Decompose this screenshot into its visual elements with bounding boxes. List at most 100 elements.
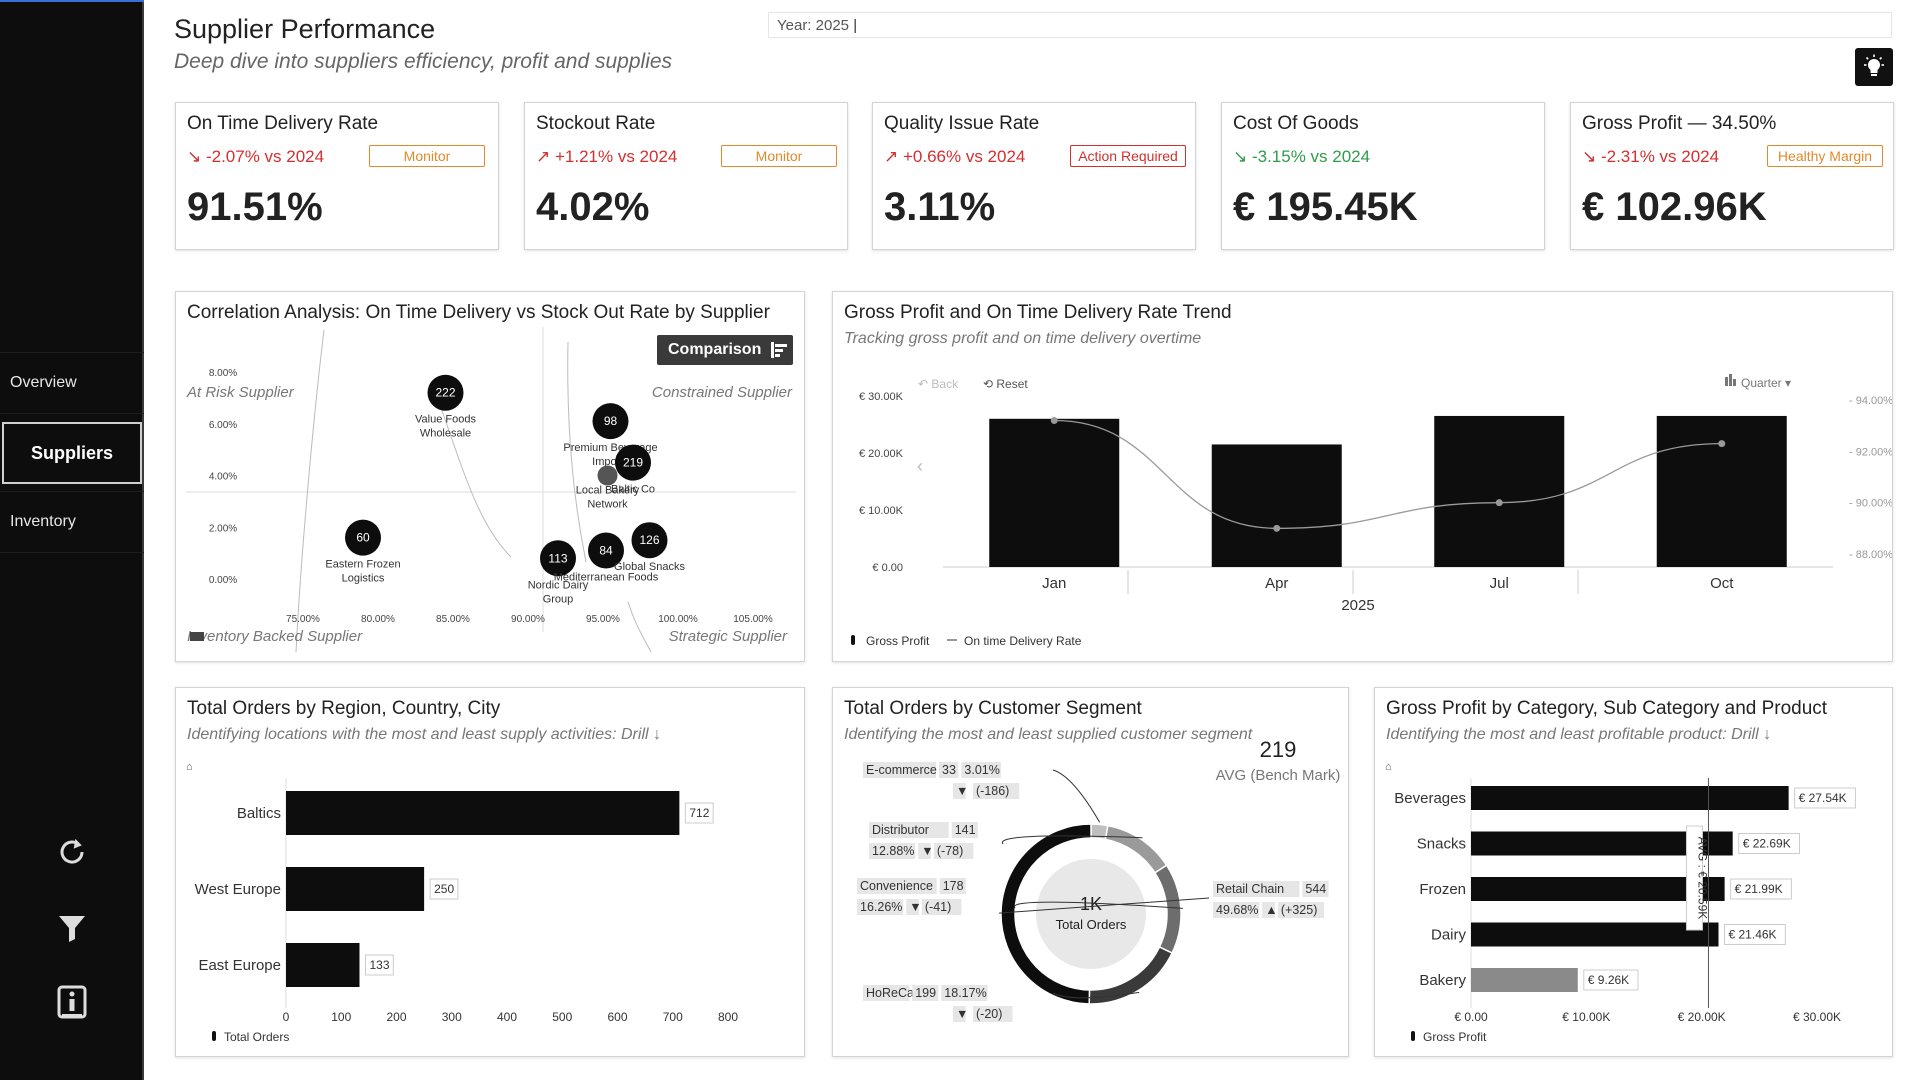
region-legend: Total Orders (212, 1030, 289, 1044)
scatter-point-label: Network (587, 499, 628, 511)
delivery-rate-point[interactable] (1718, 440, 1726, 448)
legend-marker-gross-profit (851, 635, 855, 645)
scatter-point-count: 219 (623, 456, 643, 470)
bar[interactable] (1471, 877, 1725, 901)
scroll-left-chevron[interactable]: ‹ (917, 456, 923, 476)
lightbulb-button[interactable] (1855, 48, 1893, 86)
x-tick-label: 700 (663, 1010, 683, 1024)
kpi-title: On Time Delivery Rate (187, 113, 379, 134)
orders-region-bar-chart[interactable]: ⌂ Baltics 712 West Europe 250 East Europe 133… (176, 688, 804, 1056)
donut-slice[interactable] (1153, 864, 1182, 955)
kpi-value: 3.11% (884, 185, 996, 229)
segment-donut-chart[interactable]: 219 AVG (Bench Mark) 1K Total Orders E-c… (833, 688, 1348, 1056)
scatter-point[interactable] (592, 403, 629, 440)
scatter-point-label: Logistics (342, 573, 385, 585)
kpi-title: Gross Profit — 34.50% (1582, 113, 1777, 134)
scatter-point-count: 126 (639, 533, 659, 547)
segment-arrow-box (906, 899, 919, 915)
category-bar-chart[interactable]: ⌂ Beverages € 27.54K Snacks € 22.69K Frozen €… (1375, 688, 1892, 1056)
comparison-button[interactable]: Comparison (657, 335, 793, 365)
scatter-point-label: Wholesale (420, 428, 471, 440)
back-button[interactable]: ↶ Back (918, 377, 959, 391)
trend-y2-ticks: - 88.00% - 90.00% - 92.00% - 94.00% (1849, 395, 1892, 561)
bar[interactable] (1471, 786, 1789, 810)
x-tick-label: 400 (497, 1010, 517, 1024)
x-tick-label: 100 (331, 1010, 351, 1024)
kpi-title: Stockout Rate (536, 113, 656, 134)
bar[interactable] (286, 943, 360, 987)
scatter-point[interactable] (345, 519, 381, 556)
segment-share: 18.17% (944, 986, 986, 1000)
x-tick-label: 85.00% (436, 614, 470, 625)
donut-slice[interactable] (1000, 823, 1092, 1005)
gross-profit-bar[interactable] (989, 418, 1120, 567)
year-slicer[interactable]: Year: 2025 | (768, 12, 1892, 38)
kpi-status-badge: Healthy Margin (1767, 145, 1883, 167)
home-icon[interactable]: ⌂ (186, 761, 193, 773)
kpi-card-gross-profit: Gross Profit — 34.50% ↘ -2.31% vs 2024 H… (1570, 102, 1894, 250)
scatter-point[interactable] (588, 532, 624, 569)
page-title: Supplier Performance (174, 14, 436, 44)
scatter-point[interactable] (631, 522, 668, 559)
quadrant-label-at-risk: At Risk Supplier (186, 384, 295, 401)
trend-legend: Gross Profit On time Delivery Rate (851, 634, 1082, 648)
bar[interactable] (1471, 922, 1719, 947)
scatter-point[interactable] (597, 465, 618, 486)
sidebar-item-inventory[interactable]: Inventory (0, 491, 144, 553)
segment-share: 12.88% (872, 844, 914, 858)
donut-labels: E-commerce 33 3.01% ▼ (-186) Distributor 141 12… (857, 762, 1329, 1022)
kpi-status-badge: Monitor (369, 145, 485, 167)
segment-diff-box (1277, 902, 1325, 918)
legend-marker (212, 1031, 216, 1041)
sidebar-item-suppliers[interactable]: Suppliers (2, 422, 142, 484)
scatter-point[interactable] (427, 374, 464, 411)
trend-bars (989, 415, 1787, 567)
segment-count-box (939, 878, 966, 894)
table-icon[interactable] (190, 632, 204, 641)
category-label: East Europe (198, 957, 281, 974)
bar[interactable] (286, 867, 425, 911)
delivery-rate-point[interactable] (1273, 524, 1281, 532)
info-icon[interactable] (52, 982, 92, 1022)
segment-share: 16.26% (860, 900, 902, 914)
filter-icon[interactable] (52, 908, 92, 948)
x-tick-label: € 20.00K (1678, 1010, 1726, 1024)
kpi-value: € 195.45K (1233, 185, 1418, 229)
home-icon[interactable]: ⌂ (1385, 761, 1392, 773)
value-label: 712 (689, 806, 709, 820)
category-label: Bakery (1419, 972, 1466, 989)
quadrant-label-inventory-backed: Inventory Backed Supplier (187, 628, 363, 645)
refresh-icon[interactable] (52, 832, 92, 872)
category-legend: Gross Profit (1411, 1030, 1487, 1044)
year-slicer-value: Year: 2025 (777, 17, 850, 34)
segment-connector (1052, 991, 1140, 999)
scatter-point-label: Eastern Frozen (325, 559, 400, 571)
y-tick-label: 8.00% (209, 368, 237, 379)
segment-diff: (-78) (937, 844, 963, 858)
scatter-point[interactable] (540, 540, 576, 577)
bar[interactable] (286, 791, 680, 835)
y2-tick-label: - 90.00% (1849, 498, 1892, 510)
kpi-status-badge: Action Required (1070, 145, 1186, 167)
region-bars: Baltics 712 West Europe 250 East Europe 133 (195, 791, 714, 987)
bar[interactable] (1471, 968, 1578, 992)
delivery-rate-point[interactable] (1495, 499, 1503, 507)
gross-profit-bar[interactable] (1434, 415, 1565, 567)
x-tick-label: 95.00% (586, 614, 620, 625)
scatter-point[interactable] (615, 444, 651, 481)
category-title: Gross Profit by Category, Sub Category a… (1386, 698, 1828, 719)
gross-profit-bar[interactable] (1211, 444, 1342, 567)
value-label: 133 (369, 958, 389, 972)
trend-combo-chart[interactable]: ↶ Back ⟲ Reset Quarter ▾ ‹ 2025 € 0.00€ … (833, 292, 1892, 661)
sidebar-item-overview[interactable]: Overview (0, 352, 144, 414)
segment-name: E-commerce (866, 763, 937, 777)
gross-profit-bar[interactable] (1656, 415, 1787, 567)
segment-name-box (863, 762, 936, 778)
y-tick-label: 4.00% (209, 472, 237, 483)
quarter-dropdown[interactable]: Quarter ▾ (1725, 374, 1791, 390)
scatter-point-label: Value Foods (415, 414, 476, 426)
delivery-rate-point[interactable] (1050, 417, 1058, 425)
correlation-scatter[interactable]: At Risk Supplier Constrained Supplier In… (176, 292, 804, 661)
reset-button[interactable]: ⟲ Reset (983, 377, 1028, 391)
